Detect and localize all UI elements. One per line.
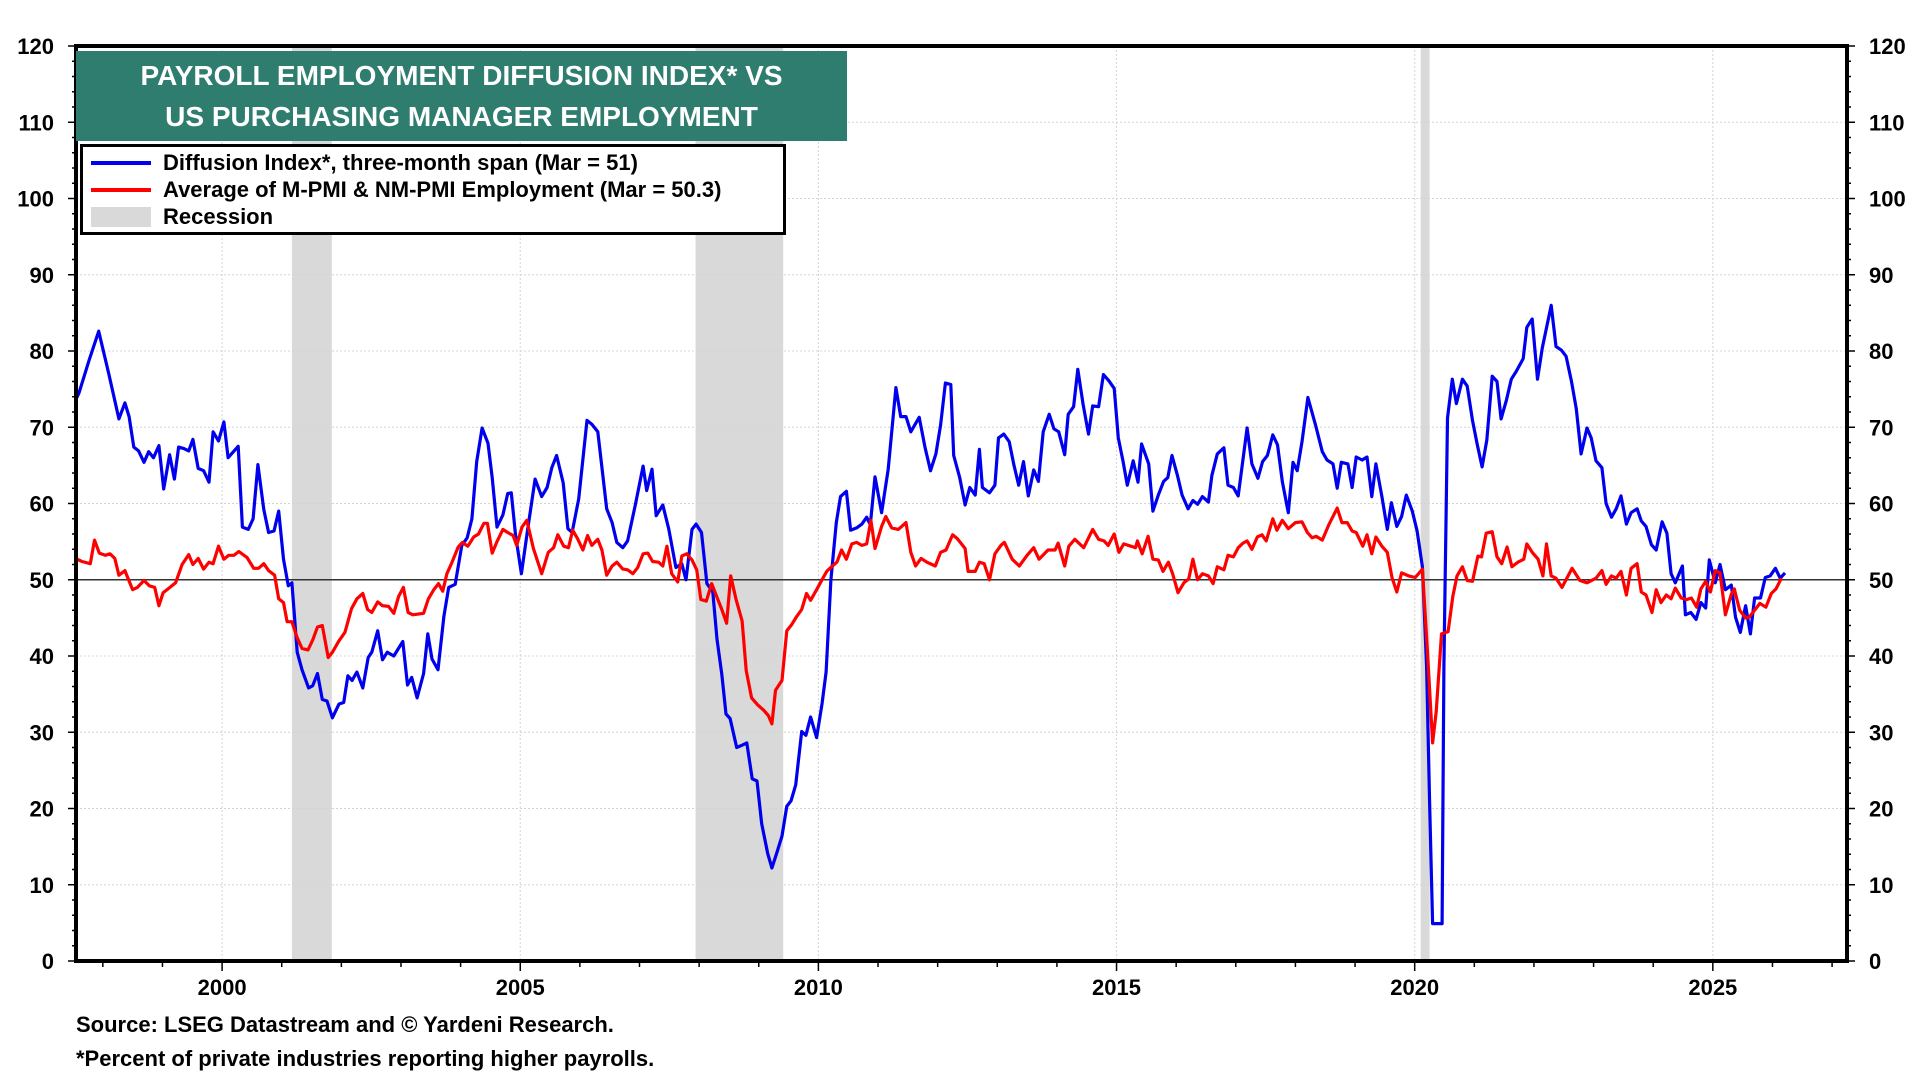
y-tick-label-right: 10: [1869, 873, 1893, 898]
legend-item-diffusion-index: Diffusion Index*, three-month span (Mar …: [91, 149, 783, 176]
y-tick-label-right: 100: [1869, 187, 1906, 212]
x-tick-label: 2015: [1092, 975, 1141, 1000]
y-tick-label-left: 120: [17, 34, 54, 59]
x-tick-label: 2025: [1688, 975, 1737, 1000]
footnote: *Percent of private industries reporting…: [76, 1046, 655, 1071]
series-line-pmi-employment: [74, 506, 1783, 745]
legend-label: Average of M-PMI & NM-PMI Employment (Ma…: [163, 176, 722, 202]
legend-item-recession: Recession: [91, 203, 783, 230]
y-tick-label-left: 70: [30, 415, 54, 440]
x-tick-label: 2000: [198, 975, 247, 1000]
y-tick-label-left: 20: [30, 797, 54, 822]
legend-label: Recession: [163, 203, 274, 229]
chart-title-line-1: PAYROLL EMPLOYMENT DIFFUSION INDEX* VS: [140, 60, 783, 91]
y-tick-label-left: 40: [30, 644, 54, 669]
legend-swatch-recession: [91, 206, 151, 227]
series-line-diffusion-index: [73, 303, 1787, 926]
y-tick-label-right: 40: [1869, 644, 1893, 669]
x-tick-label: 2005: [496, 975, 545, 1000]
y-tick-label-left: 60: [30, 492, 54, 517]
legend: Diffusion Index*, three-month span (Mar …: [80, 144, 786, 235]
y-tick-label-right: 110: [1869, 110, 1905, 135]
y-tick-label-left: 0: [42, 949, 54, 974]
y-tick-label-right: 30: [1869, 720, 1893, 745]
y-tick-label-left: 50: [30, 568, 54, 593]
legend-swatch-red: [91, 187, 151, 192]
chart-title: PAYROLL EMPLOYMENT DIFFUSION INDEX* VS U…: [76, 51, 847, 141]
x-tick-label: 2020: [1390, 975, 1439, 1000]
y-tick-label-left: 80: [30, 339, 54, 364]
y-tick-label-right: 80: [1869, 339, 1893, 364]
y-tick-label-left: 10: [30, 873, 54, 898]
legend-swatch-blue: [91, 160, 151, 165]
y-tick-label-right: 0: [1869, 949, 1881, 974]
y-tick-label-left: 30: [30, 720, 54, 745]
y-tick-label-left: 90: [30, 263, 54, 288]
legend-label: Diffusion Index*, three-month span (Mar …: [163, 149, 638, 175]
y-tick-label-left: 110: [19, 110, 55, 135]
y-tick-label-right: 70: [1869, 415, 1893, 440]
chart-title-line-2: US PURCHASING MANAGER EMPLOYMENT: [165, 101, 758, 132]
y-tick-label-left: 100: [17, 187, 54, 212]
y-tick-label-right: 60: [1869, 492, 1893, 517]
x-tick-label: 2010: [794, 975, 843, 1000]
y-tick-label-right: 50: [1869, 568, 1893, 593]
source-note: Source: LSEG Datastream and © Yardeni Re…: [76, 1012, 614, 1037]
y-tick-label-right: 120: [1869, 34, 1906, 59]
y-tick-label-right: 90: [1869, 263, 1893, 288]
legend-item-pmi-employment: Average of M-PMI & NM-PMI Employment (Ma…: [91, 176, 783, 203]
y-tick-label-right: 20: [1869, 797, 1893, 822]
